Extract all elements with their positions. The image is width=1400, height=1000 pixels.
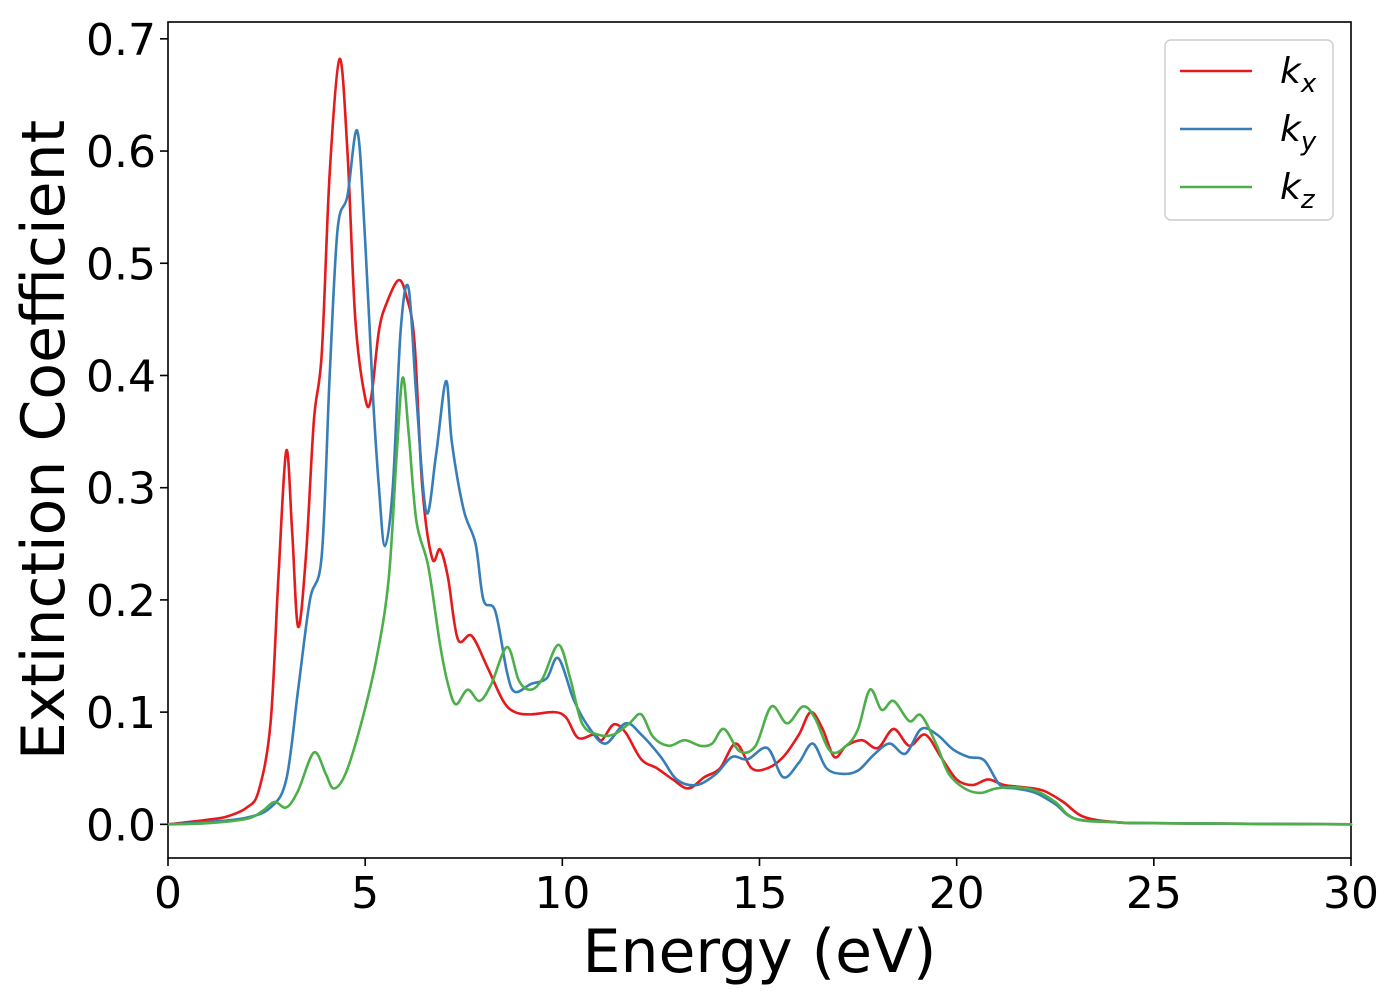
y-tick-label: 0.4	[86, 351, 156, 402]
x-tick-label: 0	[154, 868, 182, 919]
x-tick-label: 15	[732, 868, 788, 919]
series-line-x	[166, 57, 1353, 826]
y-axis-ticks: 0.0 0.1 0.2 0.3 0.4 0.5 0.6 0.7	[86, 15, 168, 851]
y-tick-label: 0.3	[86, 464, 156, 515]
legend-label-y: ky	[1280, 109, 1317, 157]
y-tick-label: 0.7	[86, 15, 156, 66]
plot-area	[167, 21, 1352, 859]
y-tick-label: 0.0	[86, 800, 156, 851]
y-axis-label: Extinction Coefficient	[9, 120, 79, 760]
legend-label-x: kx	[1280, 51, 1317, 99]
y-tick-label: 0.6	[86, 127, 156, 178]
series-line-z	[166, 376, 1353, 826]
y-tick-label: 0.5	[86, 239, 156, 290]
x-tick-label: 10	[534, 868, 590, 919]
series-line-y	[166, 129, 1353, 826]
legend-label-z: kz	[1280, 167, 1316, 215]
x-tick-label: 25	[1126, 868, 1182, 919]
x-tick-label: 20	[929, 868, 985, 919]
series-layer	[166, 57, 1353, 826]
x-tick-label: 5	[351, 868, 379, 919]
x-axis-ticks: 0 5 10 15 20 25 30	[154, 858, 1379, 919]
y-tick-label: 0.2	[86, 576, 156, 627]
legend: kx ky kz	[1164, 39, 1334, 221]
x-tick-label: 30	[1323, 868, 1379, 919]
y-tick-label: 0.1	[86, 688, 156, 739]
x-axis-label: Energy (eV)	[583, 917, 937, 987]
